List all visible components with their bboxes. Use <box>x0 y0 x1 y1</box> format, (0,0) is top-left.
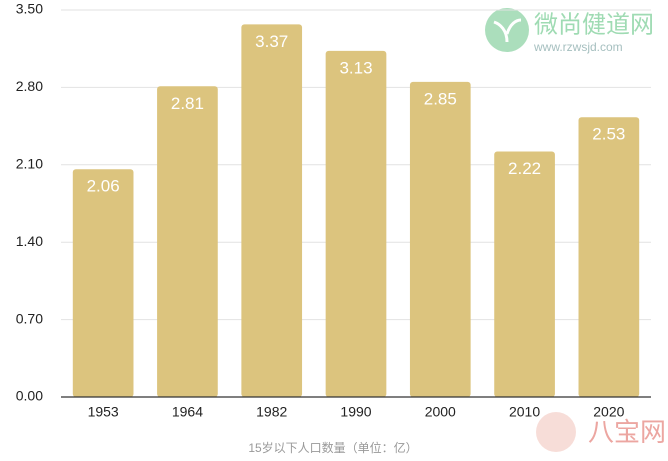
bar <box>72 169 134 397</box>
y-tick-label: 3.50 <box>16 1 43 17</box>
x-tick-label: 2010 <box>509 404 540 420</box>
x-tick-label: 1953 <box>88 404 119 420</box>
watermark-bottom: 八宝网 <box>536 412 666 452</box>
bar <box>157 86 218 398</box>
bar <box>578 117 640 398</box>
watermark-leaf <box>493 18 522 43</box>
bar <box>409 81 471 397</box>
bar <box>241 24 303 397</box>
bar <box>325 50 387 397</box>
value-label: 3.13 <box>339 58 372 77</box>
value-label: 2.22 <box>508 159 541 178</box>
y-tick-label: 2.80 <box>16 78 43 94</box>
x-tick-label: 2020 <box>593 404 624 420</box>
watermark-logo <box>536 412 576 452</box>
value-label: 2.81 <box>171 94 204 113</box>
value-label: 2.53 <box>592 125 625 144</box>
watermark-text: 微尚健道网 <box>534 11 654 38</box>
value-label: 2.06 <box>87 177 120 196</box>
value-label: 2.85 <box>424 89 457 108</box>
value-label: 3.37 <box>255 32 288 51</box>
x-axis-title: 15岁以下人口数量（单位：亿） <box>248 440 417 455</box>
watermark-top: 微尚健道网 www.rzwsjd.com <box>485 8 654 54</box>
y-tick-label: 1.40 <box>16 233 43 249</box>
watermark-url: www.rzwsjd.com <box>533 40 623 54</box>
x-tick-label: 1982 <box>256 404 287 420</box>
x-tick-label: 2000 <box>425 404 456 420</box>
y-tick-label: 0.70 <box>16 310 43 326</box>
y-tick-label: 0.00 <box>16 388 43 404</box>
y-tick-label: 2.10 <box>16 156 43 172</box>
x-tick-label: 1964 <box>172 404 203 420</box>
x-tick-label: 1990 <box>340 404 371 420</box>
watermark-text: 八宝网 <box>588 417 666 447</box>
bar <box>494 151 555 397</box>
